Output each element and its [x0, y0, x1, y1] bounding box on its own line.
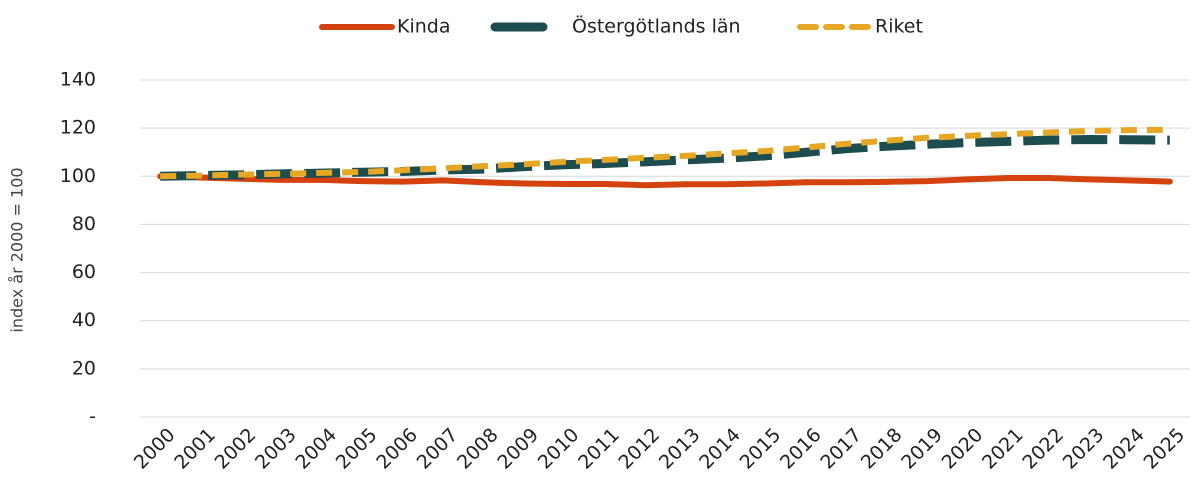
x-tick-label: 2007 [413, 424, 463, 474]
line-series [157, 173, 1173, 189]
x-tick-label: 2010 [534, 424, 584, 474]
y-tick-label: 120 [60, 117, 96, 139]
x-tick-label: 2000 [130, 424, 180, 474]
x-tick-label: 2006 [372, 424, 422, 474]
legend-label: Riket [875, 16, 923, 38]
x-tick-label: 2019 [897, 424, 947, 474]
y-axis-label: index år 2000 = 100 [8, 167, 27, 332]
y-tick-label: 60 [72, 261, 96, 283]
y-tick-label: 20 [72, 357, 96, 379]
y-tick-label: 100 [60, 165, 96, 187]
legend-label: Östergötlands län [572, 15, 741, 38]
y-tick-label: - [89, 406, 96, 428]
y-tick-label: 40 [72, 309, 96, 331]
x-tick-label: 2025 [1139, 424, 1189, 474]
line-series [160, 126, 1170, 180]
x-tick-label: 2012 [614, 424, 664, 474]
x-tick-label: 2016 [776, 424, 826, 474]
x-tick-label: 2009 [493, 424, 543, 474]
x-tick-label: 2017 [816, 424, 866, 474]
x-tick-label: 2003 [251, 424, 301, 474]
x-tick-label: 2020 [938, 424, 988, 474]
x-tick-label: 2014 [695, 424, 745, 474]
legend-label: Kinda [397, 16, 450, 38]
x-tick-label: 2005 [332, 424, 382, 474]
y-tick-label: 140 [60, 69, 96, 91]
x-tick-label: 2008 [453, 424, 503, 474]
x-tick-label: 2021 [978, 424, 1028, 474]
x-tick-label: 2022 [1018, 424, 1068, 474]
x-tick-label: 2015 [736, 424, 786, 474]
x-tick-label: 2023 [1059, 424, 1109, 474]
x-tick-label: 2002 [211, 424, 261, 474]
x-tick-label: 2024 [1099, 424, 1149, 474]
x-tick-label: 2013 [655, 424, 705, 474]
x-tick-label: 2004 [291, 424, 341, 474]
x-tick-label: 2011 [574, 424, 624, 474]
x-tick-label: 2018 [857, 424, 907, 474]
y-tick-label: 80 [72, 213, 96, 235]
x-tick-label: 2001 [170, 424, 220, 474]
